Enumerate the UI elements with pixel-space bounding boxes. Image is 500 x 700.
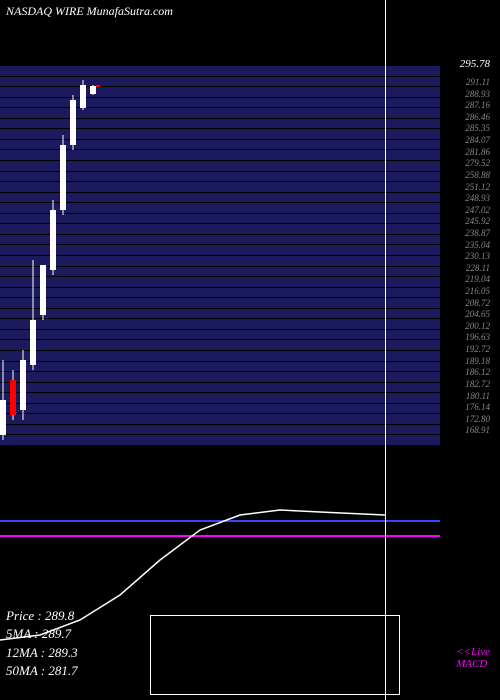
y-axis-label: 168.91 xyxy=(465,425,490,435)
y-axis-label: 258.88 xyxy=(465,170,490,180)
y-axis-label: 281.86 xyxy=(465,147,490,157)
grid-line xyxy=(0,350,440,351)
grid-line xyxy=(0,107,440,108)
y-axis-label: 279.52 xyxy=(465,158,490,168)
live-text: <<Live xyxy=(456,646,490,658)
macd-text: MACD xyxy=(456,658,490,670)
y-axis-top-label: 295.78 xyxy=(460,58,490,70)
grid-line xyxy=(0,171,440,172)
y-axis-label: 200.12 xyxy=(465,321,490,331)
y-axis-label: 251.12 xyxy=(465,182,490,192)
grid-line xyxy=(0,318,440,319)
y-axis-label: 284.07 xyxy=(465,135,490,145)
grid-line xyxy=(0,371,440,372)
y-axis-label: 288.93 xyxy=(465,89,490,99)
candle-body xyxy=(30,320,36,365)
grid-line xyxy=(0,413,440,414)
grid-line xyxy=(0,392,440,393)
grid-line xyxy=(0,361,440,362)
y-axis-label: 186.12 xyxy=(465,367,490,377)
grid-line xyxy=(0,234,440,235)
y-axis-label: 182.72 xyxy=(465,379,490,389)
ticker-label: NASDAQ WIRE MunafaSutra.com xyxy=(6,4,173,18)
grid-line xyxy=(0,149,440,150)
grid-line xyxy=(0,213,440,214)
grid-line xyxy=(0,181,440,182)
grid-line xyxy=(0,192,440,193)
y-axis-label: 286.46 xyxy=(465,112,490,122)
candle-body xyxy=(90,86,96,94)
y-axis-label: 196.63 xyxy=(465,332,490,342)
ma50-value: 50MA : 281.7 xyxy=(6,662,78,680)
grid-line xyxy=(0,65,440,66)
y-axis-label: 285.35 xyxy=(465,123,490,133)
grid-line xyxy=(0,276,440,277)
grid-line xyxy=(0,160,440,161)
y-axis-label: 204.65 xyxy=(465,309,490,319)
grid-line xyxy=(0,297,440,298)
candle-body xyxy=(0,400,6,435)
grid-line xyxy=(0,339,440,340)
y-axis-label: 219.04 xyxy=(465,274,490,284)
grid-line xyxy=(0,382,440,383)
y-axis-label: 230.13 xyxy=(465,251,490,261)
y-axis-label: 208.72 xyxy=(465,298,490,308)
grid-line xyxy=(0,308,440,309)
grid-line xyxy=(0,266,440,267)
y-axis-label: 291.11 xyxy=(466,77,490,87)
grid-line xyxy=(0,244,440,245)
candle-body xyxy=(80,85,86,108)
y-axis-label: 287.16 xyxy=(465,100,490,110)
candle-body xyxy=(70,100,76,145)
y-axis-label: 176.14 xyxy=(465,402,490,412)
y-axis-label: 248.93 xyxy=(465,193,490,203)
y-axis-label: 228.11 xyxy=(466,263,490,273)
grid-line xyxy=(0,255,440,256)
grid-line xyxy=(0,223,440,224)
grid-line xyxy=(0,118,440,119)
ma5-value: 5MA : 289.7 xyxy=(6,625,78,643)
y-axis-label: 247.02 xyxy=(465,205,490,215)
ma12-value: 12MA : 289.3 xyxy=(6,644,78,662)
y-axis-label: 216.05 xyxy=(465,286,490,296)
candle-body xyxy=(60,145,66,210)
grid-line xyxy=(0,139,440,140)
y-axis-label: 189.18 xyxy=(465,356,490,366)
y-axis-label: 180.11 xyxy=(466,391,490,401)
grid-line xyxy=(0,128,440,129)
grid-line xyxy=(0,287,440,288)
grid-line xyxy=(0,76,440,77)
grid-line xyxy=(0,97,440,98)
candle-body xyxy=(50,210,56,270)
grid-line xyxy=(0,86,440,87)
grid-line xyxy=(0,403,440,404)
y-axis-label: 238.87 xyxy=(465,228,490,238)
price-value: Price : 289.8 xyxy=(6,607,78,625)
macd-box-outline xyxy=(150,615,400,695)
y-axis-label: 192.72 xyxy=(465,344,490,354)
macd-blue-line xyxy=(0,520,440,522)
grid-line xyxy=(0,202,440,203)
candle-body xyxy=(40,265,46,315)
grid-line xyxy=(0,434,440,435)
candle-body xyxy=(20,360,26,410)
y-axis-label: 245.92 xyxy=(465,216,490,226)
grid-line xyxy=(0,329,440,330)
cursor-vertical-line xyxy=(385,0,386,700)
y-axis-label: 235.04 xyxy=(465,240,490,250)
live-macd-label: <<Live MACD xyxy=(456,646,490,670)
macd-magenta-line xyxy=(0,535,440,537)
y-axis-label: 172.80 xyxy=(465,414,490,424)
candle-body xyxy=(10,380,16,415)
last-price-marker xyxy=(96,85,100,87)
chart-header: NASDAQ WIRE MunafaSutra.com xyxy=(6,4,173,19)
price-info-box: Price : 289.8 5MA : 289.7 12MA : 289.3 5… xyxy=(6,607,78,680)
grid-line xyxy=(0,424,440,425)
price-chart: 295.78 291.11 288.93287.16 286.46285.35 284… xyxy=(0,0,500,440)
